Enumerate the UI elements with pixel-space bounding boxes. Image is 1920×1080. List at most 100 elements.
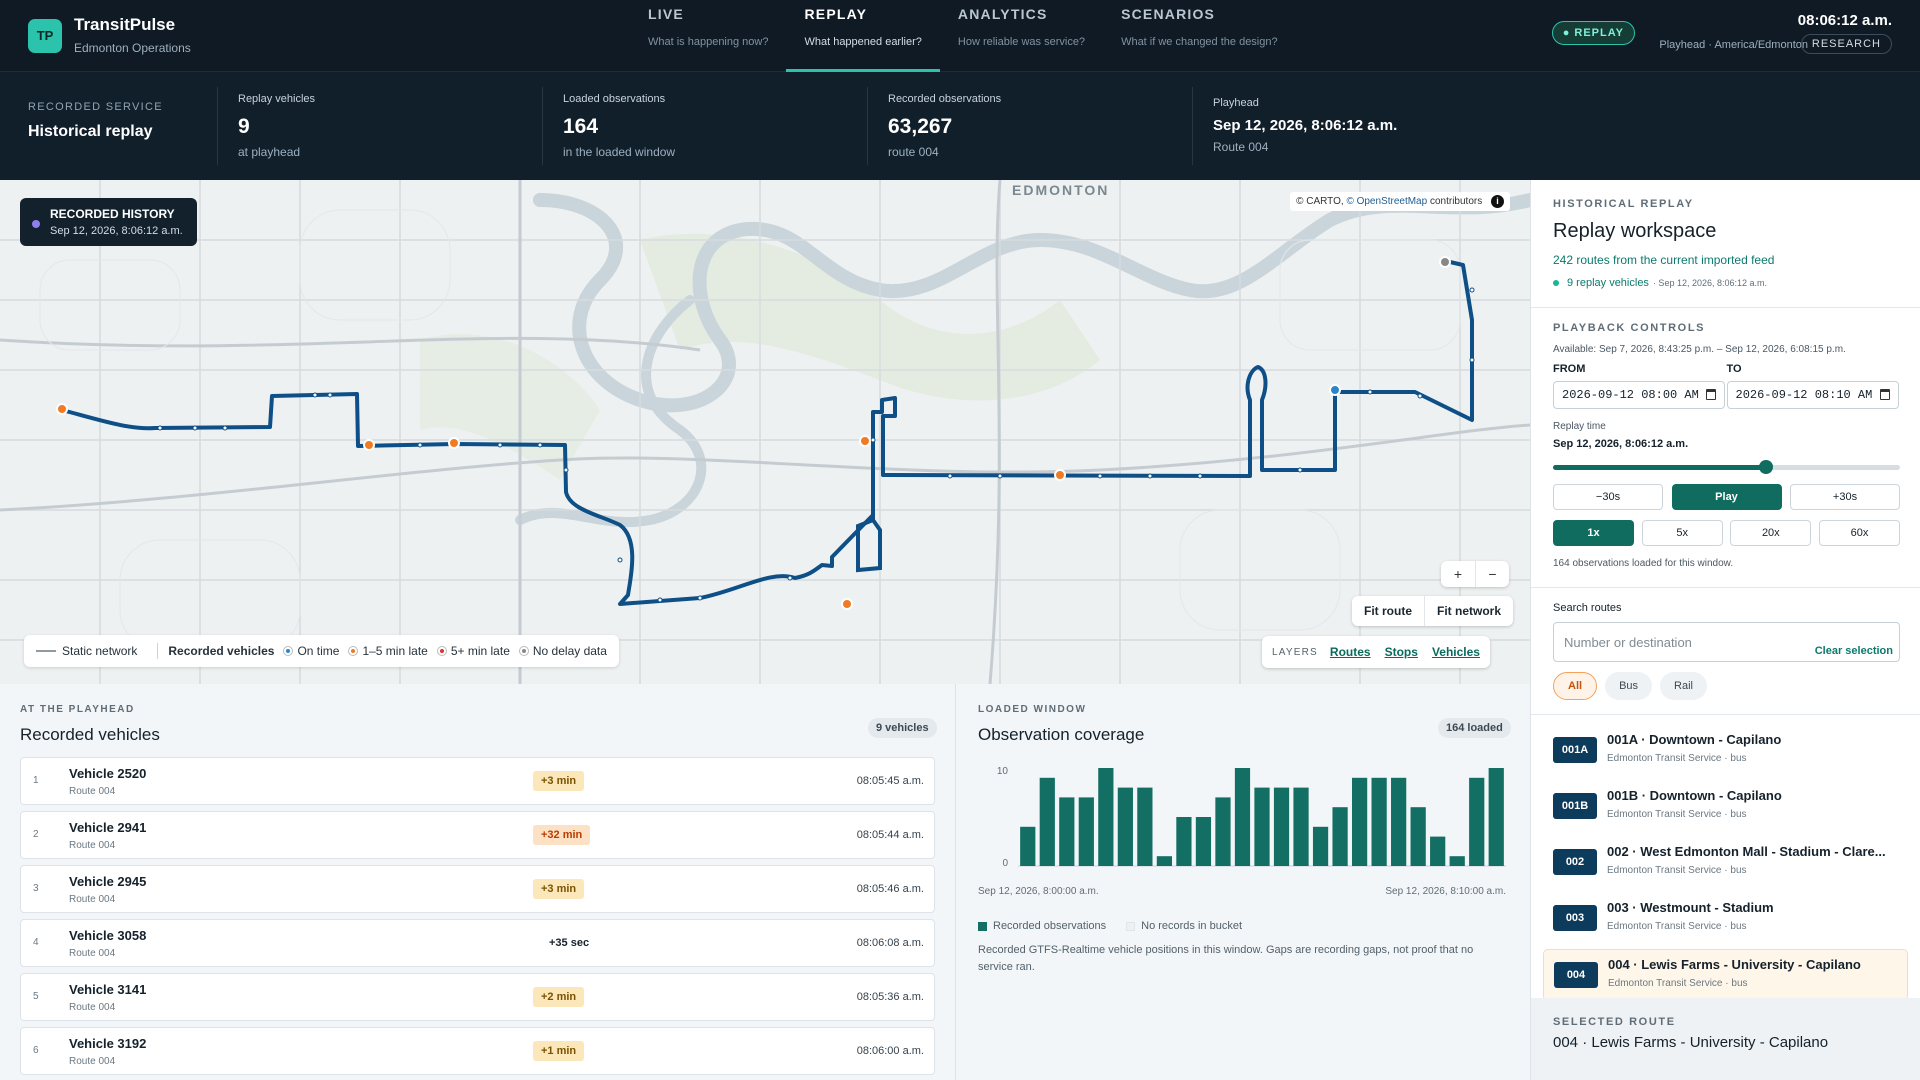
- route-list-item[interactable]: 003 003 · Westmount - Stadium Edmonton Tra…: [1543, 893, 1908, 945]
- slider-handle[interactable]: [1759, 460, 1774, 474]
- layer-vehicles-toggle[interactable]: Vehicles: [1431, 645, 1480, 659]
- to-label: TO: [1726, 363, 1742, 375]
- vehicle-list: 1 Vehicle 2520 Route 004 +3 min 08:05:45 a.m…: [20, 757, 935, 1075]
- vehicle-row[interactable]: 1 Vehicle 2520 Route 004 +3 min 08:05:45 a.m…: [20, 757, 935, 805]
- info-icon[interactable]: i: [1491, 195, 1504, 208]
- clear-selection-button[interactable]: Clear selection: [1814, 645, 1893, 657]
- route-search-input[interactable]: Number or destination Clear selection: [1553, 622, 1900, 662]
- speed-5x-button[interactable]: 5x: [1641, 520, 1723, 546]
- vehicle-marker-late[interactable]: [363, 439, 375, 451]
- vehicle-marker-late[interactable]: [448, 437, 460, 449]
- vehicle-row[interactable]: 2 Vehicle 2941 Route 004 +32 min 08:05:44 a.…: [20, 811, 935, 859]
- fit-route-button[interactable]: Fit route: [1364, 604, 1412, 618]
- vehicle-marker-late[interactable]: [56, 403, 68, 415]
- map-legend: Static network Recorded vehicles On time…: [24, 635, 619, 667]
- vehicle-route: Route 004: [69, 948, 116, 959]
- available-range: Available: Sep 7, 2026, 8:43:25 p.m. – S…: [1553, 344, 1846, 355]
- section-heading: PLAYBACK CONTROLS: [1553, 322, 1706, 334]
- tab-sub: How reliable was service?: [957, 36, 1086, 48]
- delay-badge: +2 min: [533, 987, 585, 1007]
- vehicle-marker-no-data[interactable]: [1439, 256, 1451, 268]
- replay-vehicles-status: 9 replay vehicles · Sep 12, 2026, 8:06:1…: [1553, 277, 1900, 289]
- zoom-in-button[interactable]: +: [1453, 566, 1463, 582]
- observation-coverage-panel: LOADED WINDOW Observation coverage 164 l…: [955, 684, 1530, 1080]
- vehicle-rank: 4: [33, 937, 39, 948]
- route-list-item[interactable]: 001B 001B · Downtown - Capilano Edmonton T…: [1543, 781, 1908, 833]
- step-forward-button[interactable]: +30s: [1790, 484, 1900, 510]
- workspace-header: HISTORICAL REPLAY Replay workspace 242 r…: [1531, 180, 1920, 289]
- recorded-history-time: Sep 12, 2026, 8:06:12 a.m.: [50, 225, 183, 237]
- carto-attribution[interactable]: © CARTO,: [1296, 196, 1344, 207]
- legend-static-network: Static network: [36, 644, 137, 658]
- map-view[interactable]: EDMONTON RECORDED HISTORY Sep 12, 2026, …: [0, 180, 1530, 684]
- vehicle-row[interactable]: 5 Vehicle 3141 Route 004 +2 min 08:05:36 a.m…: [20, 973, 935, 1021]
- from-field-group: FROM 2026-09-12 08:00 AM: [1553, 363, 1727, 409]
- section-heading: LOADED WINDOW: [978, 704, 1087, 715]
- speed-20x-button[interactable]: 20x: [1730, 520, 1812, 546]
- stat-loaded-observations: Loaded observations 164 in the loaded wi…: [543, 87, 868, 165]
- tab-label: SCENARIOS: [1121, 6, 1216, 22]
- legend-late-1-5: 1–5 min late: [349, 644, 428, 658]
- stat-mode-label: RECORDED SERVICE: [28, 101, 163, 113]
- tab-sub: What happened earlier?: [804, 36, 922, 48]
- route-title: 003 · Westmount - Stadium: [1607, 900, 1774, 915]
- filter-all-chip[interactable]: All: [1553, 672, 1598, 700]
- calendar-icon[interactable]: [1706, 389, 1716, 400]
- vehicle-marker-late[interactable]: [1054, 469, 1066, 481]
- workspace-title: Replay workspace: [1553, 220, 1717, 242]
- vehicle-marker-late[interactable]: [841, 598, 853, 610]
- replay-time-slider[interactable]: [1553, 460, 1900, 474]
- research-button[interactable]: RESEARCH: [1800, 34, 1892, 54]
- chart-bar: [1469, 777, 1485, 866]
- coverage-note: Recorded GTFS-Realtime vehicle positions…: [978, 944, 1474, 973]
- tab-live[interactable]: LIVE What is happening now?: [630, 0, 786, 72]
- osm-attribution[interactable]: © OpenStreetMap: [1346, 196, 1428, 207]
- chart-bar: [1273, 787, 1290, 866]
- step-back-button[interactable]: −30s: [1553, 484, 1663, 510]
- legend-recorded-vehicles: Recorded vehicles: [168, 644, 275, 658]
- speed-60x-button[interactable]: 60x: [1818, 520, 1900, 546]
- from-datetime-input[interactable]: 2026-09-12 08:00 AM: [1553, 381, 1725, 409]
- route-list-item[interactable]: 004 004 · Lewis Farms - University - Capi…: [1543, 949, 1908, 1001]
- stat-replay-vehicles: Replay vehicles 9 at playhead: [218, 87, 543, 165]
- brand[interactable]: TP TransitPulse Edmonton Operations: [28, 16, 191, 55]
- tab-analytics[interactable]: ANALYTICS How reliable was service?: [940, 0, 1103, 72]
- legend-on-time: On time: [284, 644, 339, 658]
- tab-replay[interactable]: REPLAY What happened earlier?: [786, 0, 941, 72]
- calendar-icon[interactable]: [1879, 389, 1890, 400]
- tab-scenarios[interactable]: SCENARIOS What if we changed the design?: [1103, 0, 1296, 72]
- filter-bus-chip[interactable]: Bus: [1605, 672, 1653, 700]
- legend-label: On time: [297, 644, 340, 658]
- delay-badge: +35 sec: [549, 937, 590, 949]
- chart-legend: Recorded observations No records in buck…: [978, 920, 1242, 932]
- fit-network-button[interactable]: Fit network: [1424, 596, 1513, 626]
- vehicle-timestamp: 08:05:45 a.m.: [856, 775, 924, 787]
- to-datetime-input[interactable]: 2026-09-12 08:10 AM: [1726, 381, 1899, 409]
- zoom-out-button[interactable]: −: [1475, 561, 1509, 587]
- mode-filter-chips: All Bus Rail: [1553, 672, 1900, 700]
- chart-bar: [1156, 856, 1173, 866]
- play-button[interactable]: Play: [1671, 484, 1782, 510]
- chart-bar: [1098, 768, 1114, 866]
- vehicle-name: Vehicle 3192: [69, 1036, 147, 1051]
- vehicle-marker-late[interactable]: [859, 435, 871, 447]
- route-list-item[interactable]: 001A 001A · Downtown - Capilano Edmonton T…: [1543, 725, 1908, 777]
- layer-routes-toggle[interactable]: Routes: [1329, 645, 1371, 659]
- delay-badge: +32 min: [533, 825, 591, 845]
- chart-bar: [1293, 787, 1309, 866]
- contributors-text: contributors: [1429, 196, 1483, 207]
- vehicle-marker-on-time[interactable]: [1329, 384, 1341, 396]
- vehicle-row[interactable]: 6 Vehicle 3192 Route 004 +1 min 08:06:00 a.m…: [20, 1027, 935, 1075]
- legend-no-data: No delay data: [519, 644, 607, 658]
- chart-bar: [1351, 777, 1368, 866]
- route-list-item[interactable]: 002 002 · West Edmonton Mall - Stadium - …: [1543, 837, 1908, 889]
- vehicle-row[interactable]: 4 Vehicle 3058 Route 004 +35 sec 08:06:08 a.…: [20, 919, 935, 967]
- vehicle-row[interactable]: 3 Vehicle 2945 Route 004 +3 min 08:05:46 a.m…: [20, 865, 935, 913]
- speed-1x-button[interactable]: 1x: [1553, 520, 1634, 546]
- chart-bar: [1195, 817, 1212, 866]
- y-tick-label: 0: [1002, 858, 1008, 869]
- dot-icon: [349, 647, 358, 655]
- chart-bar: [1371, 777, 1387, 866]
- layer-stops-toggle[interactable]: Stops: [1384, 645, 1418, 659]
- filter-rail-chip[interactable]: Rail: [1660, 672, 1707, 700]
